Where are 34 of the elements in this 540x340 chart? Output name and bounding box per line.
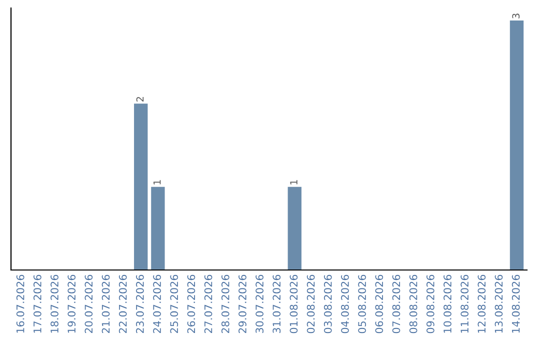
x-tick-label: 28.07.2026 xyxy=(221,274,230,334)
x-tick-label: 29.07.2026 xyxy=(238,274,246,334)
x-tick-label: 11.08.2026 xyxy=(460,274,469,333)
x-tick-label: 12.08.2026 xyxy=(478,274,486,333)
x-tick-label: 27.07.2026 xyxy=(204,274,212,334)
x-tick-label: 21.07.2026 xyxy=(102,274,110,334)
x-tick-label: 06.08.2026 xyxy=(375,274,384,334)
data-label: 1 xyxy=(154,180,161,184)
data-label: 3 xyxy=(512,14,520,18)
x-tick-label: 31.07.2026 xyxy=(272,274,281,334)
x-tick-label: 30.07.2026 xyxy=(256,274,264,334)
x-tick-label: 16.07.2026 xyxy=(16,274,24,333)
x-tick-label: 25.07.2026 xyxy=(170,274,178,334)
x-tick-label: 13.08.2026 xyxy=(494,274,503,333)
x-tick-label: 20.07.2026 xyxy=(84,274,93,334)
x-tick-label: 02.08.2026 xyxy=(306,274,315,334)
x-tick-label: 22.07.2026 xyxy=(118,274,127,334)
x-tick-label: 07.08.2026 xyxy=(392,274,400,334)
x-tick-label: 18.07.2026 xyxy=(50,274,58,333)
x-tick-label: 14.08.2026 xyxy=(512,274,520,333)
x-tick-label: 09.08.2026 xyxy=(426,274,434,334)
x-tick-label: 26.07.2026 xyxy=(187,274,196,334)
x-tick-label: 08.08.2026 xyxy=(409,274,418,334)
x-tick-label: 17.07.2026 xyxy=(33,274,42,333)
data-label: 1 xyxy=(290,180,298,184)
data-label: 2 xyxy=(136,97,144,102)
x-tick-label: 03.08.2026 xyxy=(324,274,332,334)
x-tick-label: 10.08.2026 xyxy=(444,274,452,333)
x-tick-label: 04.08.2026 xyxy=(341,274,349,334)
x-tick-label: 24.07.2026 xyxy=(153,274,161,334)
x-tick-label: 19.07.2026 xyxy=(68,274,76,333)
x-tick-label: 01.08.2026 xyxy=(290,274,298,334)
x-tick-label: 05.08.2026 xyxy=(358,274,366,334)
x-tick-label: 23.07.2026 xyxy=(136,274,144,334)
